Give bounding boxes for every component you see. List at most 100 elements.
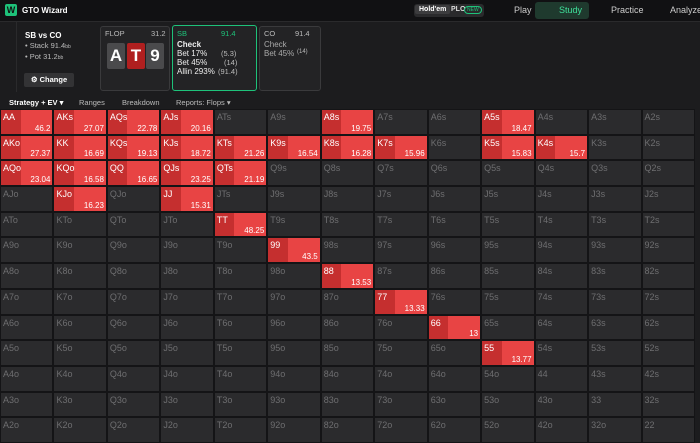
hand-cell[interactable]: JTs [213,186,268,212]
hand-cell[interactable]: 77 13.33 [374,288,428,315]
hand-cell[interactable]: K7o [53,288,107,315]
hand-cell[interactable]: T2o [213,417,268,443]
hand-cell[interactable]: K9o [53,237,107,264]
hand-cell[interactable]: J4o [160,365,214,392]
hand-cell[interactable]: 76o [374,314,428,341]
mode-plo[interactable]: PLO [451,6,466,13]
hand-cell[interactable]: 66 13 [427,314,482,341]
hand-cell[interactable]: 53o [481,391,535,418]
hand-cell[interactable]: 97s [374,237,428,264]
hand-cell[interactable]: J5s [481,186,535,212]
hand-cell[interactable]: A6s [427,109,482,135]
hand-cell[interactable]: T2s [641,211,695,238]
hand-cell[interactable]: J5o [160,340,214,366]
hand-cell[interactable]: 22 [641,417,695,443]
hand-cell[interactable]: J3s [588,186,642,212]
hand-cell[interactable]: AKo 27.37 [0,134,54,161]
hand-cell[interactable]: 52s [641,340,695,366]
hand-cell[interactable]: K6s [427,134,482,161]
hand-cell[interactable]: 43s [588,365,642,392]
hand-cell[interactable]: T7o [213,288,268,315]
hand-cell[interactable]: AA 46.2 [0,109,54,135]
hand-cell[interactable]: 82o [320,417,375,443]
tab[interactable]: Breakdown [122,98,160,107]
sb-action[interactable]: Bet 17% [177,49,208,58]
hand-cell[interactable]: K4o [53,365,107,392]
hand-cell[interactable]: 55 13.77 [481,340,535,366]
hand-cell[interactable]: A9o [0,237,54,264]
hand-cell[interactable]: 72o [374,417,428,443]
hand-cell[interactable]: T9s [267,211,321,238]
hand-cell[interactable]: Q8s [320,160,375,187]
hand-cell[interactable]: QQ 16.65 [106,160,161,187]
hand-cell[interactable]: 54s [534,340,589,366]
hand-cell[interactable]: 97o [267,288,321,315]
hand-cell[interactable]: J7s [374,186,428,212]
hand-cell[interactable]: T7s [374,211,428,238]
hand-cell[interactable]: QTs 21.19 [213,160,268,187]
hand-cell[interactable]: 95s [481,237,535,264]
co-box[interactable] [259,26,321,91]
hand-cell[interactable]: 86s [427,263,482,289]
hand-cell[interactable]: A8s 19.75 [320,109,375,135]
hand-cell[interactable]: 96o [267,314,321,341]
hand-cell[interactable]: T6s [427,211,482,238]
hand-cell[interactable]: 42o [534,417,589,443]
hand-cell[interactable]: JJ 15.31 [160,186,214,212]
hand-cell[interactable]: 65o [427,340,482,366]
hand-cell[interactable]: K2s [641,134,695,161]
hand-cell[interactable]: K5o [53,340,107,366]
hand-cell[interactable]: K3s [588,134,642,161]
hand-cell[interactable]: Q3o [106,391,161,418]
hand-cell[interactable]: J6s [427,186,482,212]
hand-cell[interactable]: 84o [320,365,375,392]
hand-cell[interactable]: 53s [588,340,642,366]
hand-cell[interactable]: KJo 16.23 [53,186,107,212]
logo[interactable]: W [5,4,17,16]
hand-cell[interactable]: 62s [641,314,695,341]
hand-cell[interactable]: Q4s [534,160,589,187]
hand-cell[interactable]: 96s [427,237,482,264]
hand-cell[interactable]: 64s [534,314,589,341]
hand-cell[interactable]: Q6s [427,160,482,187]
hand-cell[interactable]: T5s [481,211,535,238]
hand-cell[interactable]: KJs 18.72 [160,134,214,161]
hand-cell[interactable]: 98o [267,263,321,289]
hand-cell[interactable]: Q6o [106,314,161,341]
nav-study[interactable]: Study [559,5,583,15]
hand-cell[interactable]: AQs 22.78 [106,109,161,135]
tab[interactable]: Ranges [79,98,105,107]
hand-cell[interactable]: 63o [427,391,482,418]
hand-cell[interactable]: T6o [213,314,268,341]
hand-cell[interactable]: 92o [267,417,321,443]
hand-cell[interactable]: Q8o [106,263,161,289]
hand-cell[interactable]: KTo [53,211,107,238]
hand-cell[interactable]: 88 13.53 [320,263,375,289]
hand-cell[interactable]: J8o [160,263,214,289]
hand-cell[interactable]: A5s 18.47 [481,109,535,135]
hand-cell[interactable]: A3o [0,391,54,418]
hand-cell[interactable]: J3o [160,391,214,418]
hand-cell[interactable]: QJo [106,186,161,212]
hand-cell[interactable]: 52o [481,417,535,443]
hand-cell[interactable]: 87o [320,288,375,315]
sb-box[interactable] [172,25,257,91]
hand-cell[interactable]: 65s [481,314,535,341]
hand-cell[interactable]: ATo [0,211,54,238]
hand-cell[interactable]: T8s [320,211,375,238]
hand-cell[interactable]: Q7s [374,160,428,187]
sb-action[interactable]: Check [177,40,202,49]
hand-cell[interactable]: T9o [213,237,268,264]
co-action[interactable]: Bet 45% [264,49,295,58]
hand-cell[interactable]: T3s [588,211,642,238]
hand-cell[interactable]: A7s [374,109,428,135]
hand-cell[interactable]: KQo 16.58 [53,160,107,187]
hand-cell[interactable]: K6o [53,314,107,341]
hand-cell[interactable]: T3o [213,391,268,418]
hand-cell[interactable]: 85o [320,340,375,366]
hand-cell[interactable]: A6o [0,314,54,341]
hand-cell[interactable]: 83o [320,391,375,418]
hand-cell[interactable]: QJs 23.25 [160,160,214,187]
hand-cell[interactable]: 32o [588,417,642,443]
hand-cell[interactable]: AJs 20.16 [160,109,214,135]
